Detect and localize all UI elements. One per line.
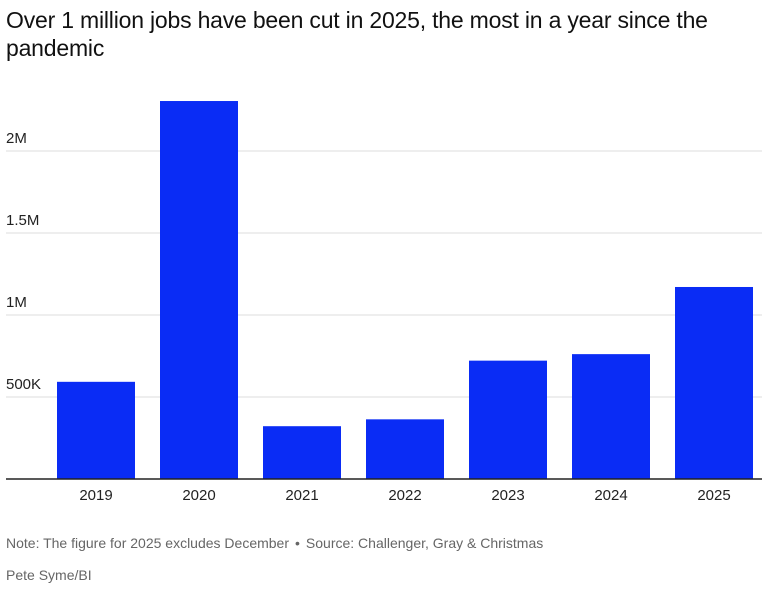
bar-2019 (57, 381, 135, 479)
separator: • (295, 535, 300, 551)
x-tick-label: 2023 (491, 487, 524, 504)
y-tick-label: 2M (6, 130, 27, 147)
bar-2020 (160, 101, 238, 480)
bar-chart: 500K 1M 1.5M 2M 2019 2020 2021 2022 2023 2024 202… (6, 101, 762, 504)
x-tick-label: 2020 (182, 487, 215, 504)
footnote: Note: The figure for 2025 excludes Decem… (6, 535, 543, 551)
x-tick-label: 2024 (594, 487, 627, 504)
bar-2021 (263, 426, 341, 479)
bar-2023 (469, 360, 547, 479)
note-text: Note: The figure for 2025 excludes Decem… (6, 535, 290, 551)
bar-2022 (366, 419, 444, 479)
y-tick-label: 1M (6, 294, 27, 311)
chart-title: Over 1 million jobs have been cut in 202… (6, 7, 708, 61)
bar-2024 (572, 354, 650, 479)
y-tick-label: 500K (6, 376, 41, 393)
bar-2025 (675, 286, 753, 479)
x-tick-label: 2019 (79, 487, 112, 504)
x-axis-tick-labels: 2019 2020 2021 2022 2023 2024 2025 (79, 487, 730, 504)
source-text: Source: Challenger, Gray & Christmas (305, 535, 544, 551)
y-axis-tick-labels: 500K 1M 1.5M 2M (6, 130, 41, 393)
credit-text: Pete Syme/BI (6, 567, 92, 583)
x-tick-label: 2025 (697, 487, 730, 504)
x-tick-label: 2022 (388, 487, 421, 504)
y-tick-label: 1.5M (6, 212, 39, 229)
x-tick-label: 2021 (285, 487, 318, 504)
bars (57, 101, 753, 480)
